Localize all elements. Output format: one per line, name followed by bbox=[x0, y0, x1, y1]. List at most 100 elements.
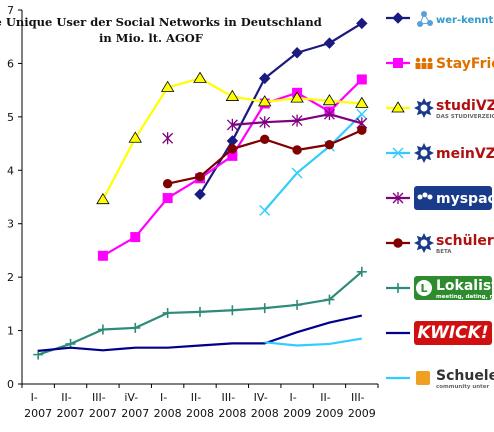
legend-item-sublabel: BETA bbox=[436, 249, 452, 255]
series-line bbox=[38, 314, 363, 352]
legend-swatch-marker bbox=[392, 192, 404, 204]
data-point bbox=[324, 294, 335, 305]
data-point bbox=[356, 266, 367, 277]
legend-item-label: schülerVZ bbox=[436, 233, 494, 249]
legend-item-label: wer-kennt-wen bbox=[436, 15, 494, 26]
data-point bbox=[259, 204, 271, 216]
legend-swatch-marker bbox=[391, 101, 405, 113]
badge-center bbox=[420, 104, 428, 112]
legend-item-sublabel: community unter bbox=[436, 384, 490, 390]
x-tick-label: II-2008 bbox=[186, 391, 214, 420]
data-point bbox=[97, 324, 108, 335]
data-point bbox=[130, 232, 141, 243]
legend-item-schueler-cc: Schueler.cccommunity unter bbox=[386, 368, 494, 390]
data-point bbox=[160, 80, 175, 92]
data-point bbox=[96, 192, 110, 205]
series-wer-kennt-wen bbox=[194, 17, 368, 201]
legend-item-myspace: myspace bbox=[386, 186, 494, 210]
data-point bbox=[227, 305, 238, 316]
myspace-icon bbox=[417, 192, 433, 200]
series-line bbox=[263, 113, 363, 212]
data-point bbox=[128, 131, 142, 143]
legend-item-label: Lokalisten bbox=[436, 278, 494, 294]
legend-item-label: myspace bbox=[436, 191, 494, 207]
data-point bbox=[291, 167, 303, 179]
data-point bbox=[227, 144, 238, 154]
data-point bbox=[322, 94, 337, 106]
legend-item-label: Schueler.cc bbox=[436, 368, 494, 384]
person-body bbox=[427, 63, 433, 69]
myspace-head bbox=[422, 192, 428, 198]
star-badge-icon bbox=[414, 98, 434, 118]
cc-square bbox=[416, 371, 430, 385]
star-badge-icon bbox=[414, 143, 434, 163]
myspace-head bbox=[427, 194, 433, 200]
data-point bbox=[291, 47, 303, 59]
data-point bbox=[162, 178, 173, 189]
logo-background bbox=[414, 321, 492, 345]
schueler-cc-icon bbox=[416, 371, 430, 385]
data-point bbox=[259, 303, 270, 314]
data-point bbox=[323, 37, 336, 49]
legend-item-label: StayFriends bbox=[436, 56, 494, 72]
x-tick-label: IV-2008 bbox=[251, 391, 279, 420]
data-point bbox=[195, 171, 205, 182]
person-body bbox=[421, 63, 427, 69]
legend-item-sublabel: meeting, dating, more bbox=[436, 294, 494, 300]
y-tick-label: 4 bbox=[7, 164, 14, 177]
data-point bbox=[193, 71, 207, 83]
y-tick-label: 5 bbox=[7, 111, 14, 124]
x-tick-label: I-2008 bbox=[154, 391, 182, 420]
x-tick-label: II-2007 bbox=[57, 391, 85, 420]
series-line bbox=[264, 337, 362, 347]
star-badge-icon bbox=[414, 233, 434, 253]
logo-background bbox=[414, 186, 492, 210]
logo-background bbox=[414, 276, 492, 300]
data-point bbox=[259, 72, 271, 85]
data-point bbox=[162, 193, 173, 204]
badge-center bbox=[420, 239, 428, 247]
person-head bbox=[421, 57, 427, 63]
y-tick-label: 1 bbox=[7, 325, 14, 338]
data-point bbox=[291, 114, 303, 127]
legend-item-sch-lervz: schülerVZBETA bbox=[386, 233, 494, 255]
legend-item-stayfriends: StayFriends bbox=[386, 56, 494, 72]
legend-swatch-marker bbox=[392, 147, 404, 159]
data-point bbox=[323, 108, 335, 121]
legend-swatch-marker bbox=[392, 12, 404, 24]
person-body bbox=[415, 63, 421, 69]
y-tick-label: 0 bbox=[7, 378, 14, 391]
molecule-icon bbox=[417, 11, 433, 27]
y-tick-label: 7 bbox=[7, 4, 14, 17]
people-icon bbox=[415, 57, 433, 69]
molecule-bond bbox=[419, 12, 431, 25]
series-schueler-cc bbox=[264, 337, 362, 347]
legend-item-kwick: KWICK! bbox=[386, 321, 492, 345]
y-tick-label: 6 bbox=[7, 57, 14, 70]
data-point bbox=[324, 139, 335, 150]
data-point bbox=[162, 132, 174, 145]
y-axis-ticks: 0 1 2 3 4 5 6 7 bbox=[7, 4, 22, 391]
legend-swatch-marker bbox=[393, 283, 403, 293]
data-point bbox=[226, 118, 238, 131]
person-head bbox=[427, 57, 433, 63]
legend-item-lokalisten: L Lokalistenmeeting, dating, more bbox=[386, 276, 494, 300]
data-point bbox=[356, 108, 368, 120]
x-tick-label: III-2009 bbox=[348, 391, 376, 420]
legend-item-wer-kennt-wen: wer-kennt-wen bbox=[386, 11, 494, 27]
legend-item-label: KWICK! bbox=[417, 323, 488, 343]
data-point bbox=[260, 134, 270, 144]
series-sch-lervz bbox=[162, 125, 367, 189]
y-tick-label: 3 bbox=[7, 218, 14, 231]
series-studivz bbox=[96, 71, 369, 205]
x-tick-label: iV-2007 bbox=[121, 391, 149, 420]
chart-title: Die Unique User der Social Networks in D… bbox=[0, 15, 322, 29]
series-meinvz bbox=[259, 108, 368, 216]
series-line bbox=[102, 78, 363, 257]
x-tick-label: I-2007 bbox=[24, 391, 52, 420]
data-point bbox=[357, 125, 367, 135]
badge-center bbox=[420, 149, 428, 157]
series-layer bbox=[33, 17, 369, 360]
data-point bbox=[355, 96, 369, 108]
